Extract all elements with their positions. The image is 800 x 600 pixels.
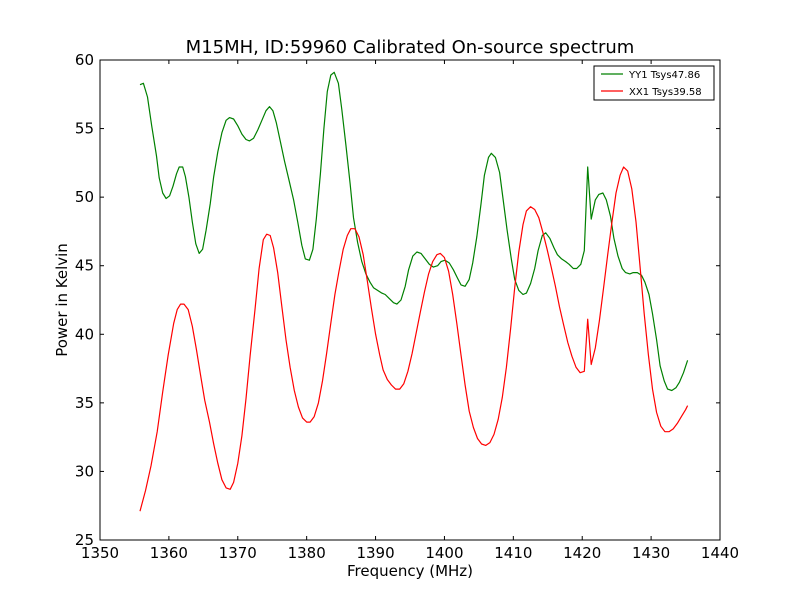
ticks-layer bbox=[99, 59, 721, 541]
y-tick-label: 30 bbox=[75, 462, 94, 480]
chart-title: M15MH, ID:59960 Calibrated On-source spe… bbox=[186, 37, 635, 58]
x-tick-label: 1430 bbox=[632, 544, 670, 562]
x-tick-label: 1350 bbox=[81, 544, 119, 562]
series-layer bbox=[139, 71, 689, 512]
x-tick-label: 1380 bbox=[288, 544, 326, 562]
x-tick-label: 1440 bbox=[701, 544, 739, 562]
y-axis-label: Power in Kelvin bbox=[53, 243, 71, 357]
legend-box bbox=[593, 65, 715, 101]
x-tick-label: 1400 bbox=[425, 544, 463, 562]
y-tick-label: 25 bbox=[75, 531, 94, 549]
x-tick-label: 1420 bbox=[563, 544, 601, 562]
y-tick-label: 40 bbox=[75, 325, 94, 343]
legend: YY1 Tsys47.86 XX1 Tsys39.58 bbox=[593, 65, 715, 101]
series-line-yy1 bbox=[139, 71, 689, 392]
y-tick-label: 35 bbox=[75, 394, 94, 412]
y-tick-label: 45 bbox=[75, 257, 94, 275]
y-tick-label: 50 bbox=[75, 188, 94, 206]
x-tick-label: 1370 bbox=[219, 544, 257, 562]
plot-area bbox=[100, 60, 720, 540]
x-tick-label: 1360 bbox=[150, 544, 188, 562]
y-tick-labels: 25 30 35 40 45 50 55 60 bbox=[75, 51, 94, 549]
legend-label-xx1: XX1 Tsys39.58 bbox=[629, 87, 702, 98]
x-axis-label: Frequency (MHz) bbox=[347, 562, 473, 580]
y-tick-label: 60 bbox=[75, 51, 94, 69]
x-tick-label: 1410 bbox=[494, 544, 532, 562]
series-line-xx1 bbox=[139, 166, 689, 512]
x-tick-labels: 1350 1360 1370 1380 1390 1400 1410 1420 1430 1440 bbox=[81, 544, 739, 562]
plot-frame bbox=[99, 59, 721, 541]
legend-label-yy1: YY1 Tsys47.86 bbox=[628, 70, 700, 81]
y-tick-label: 55 bbox=[75, 120, 94, 138]
x-tick-label: 1390 bbox=[356, 544, 394, 562]
